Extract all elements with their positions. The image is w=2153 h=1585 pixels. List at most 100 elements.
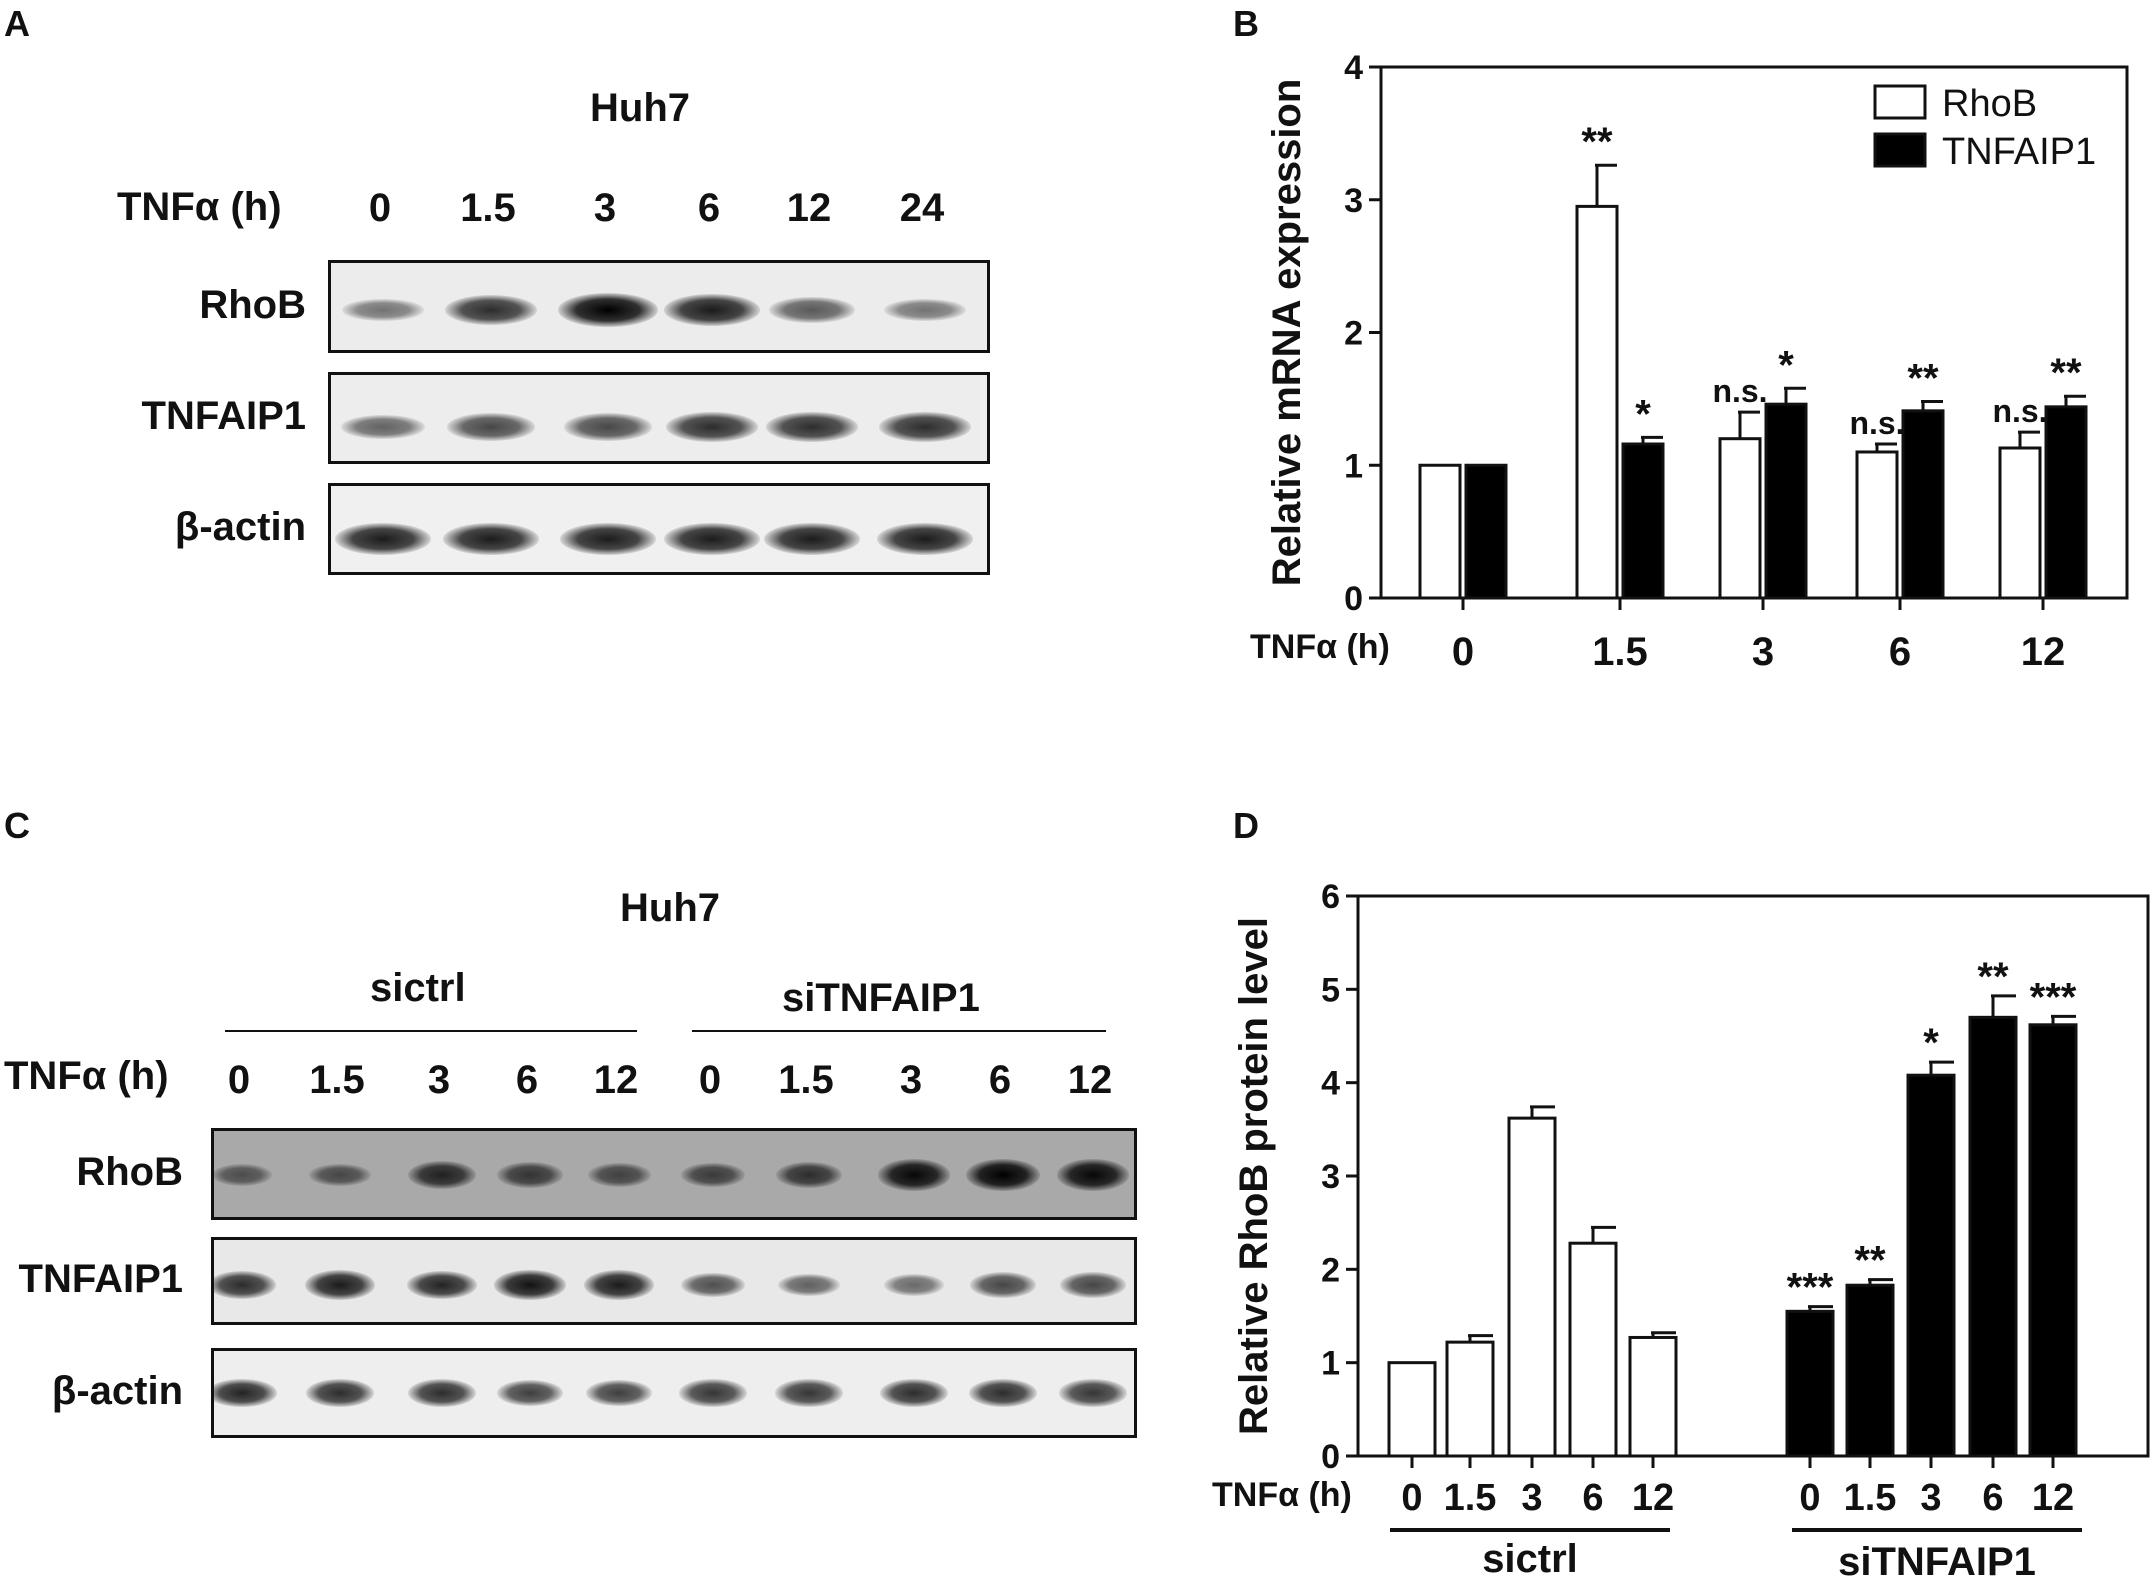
band bbox=[304, 1270, 376, 1300]
band bbox=[335, 523, 431, 555]
band bbox=[583, 1270, 655, 1300]
y-tick-label: 2 bbox=[1344, 315, 1363, 353]
timepoint-label: 6 bbox=[988, 1058, 1012, 1102]
bar-sitnfaip1 bbox=[1785, 1309, 1835, 1458]
group-label-sictrl: sictrl bbox=[1482, 1537, 1578, 1581]
band bbox=[877, 1159, 951, 1191]
bar-sitnfaip1 bbox=[1968, 1015, 2018, 1458]
panel-c-group-line-sictrl bbox=[225, 1030, 637, 1032]
band bbox=[966, 1158, 1040, 1192]
y-tick-label: 0 bbox=[1321, 1438, 1340, 1476]
panel-c-cell-line: Huh7 bbox=[620, 886, 720, 930]
y-tick-label: 5 bbox=[1321, 971, 1340, 1009]
band bbox=[585, 1379, 653, 1407]
band bbox=[1060, 1272, 1126, 1298]
band bbox=[970, 1272, 1036, 1298]
significance-label: *** bbox=[2030, 975, 2077, 1019]
panel-c-time-label: TNFα (h) bbox=[4, 1054, 169, 1098]
x-tick-label: 6 bbox=[1582, 1477, 1603, 1519]
blot-strip-actin bbox=[211, 1348, 1137, 1438]
timepoint-label: 3 bbox=[593, 186, 617, 230]
band bbox=[407, 1379, 477, 1407]
band bbox=[496, 1379, 564, 1407]
row-label-actin: β-actin bbox=[174, 505, 306, 549]
band bbox=[587, 1163, 651, 1187]
bar-sictrl bbox=[1568, 1241, 1618, 1458]
panel-c-group-line-sitnfaip1 bbox=[692, 1030, 1106, 1032]
legend-label-tnfaip1: TNFAIP1 bbox=[1942, 131, 2096, 173]
bar-sitnfaip1 bbox=[1906, 1073, 1956, 1458]
x-tick-label: 0 bbox=[1452, 630, 1474, 674]
significance-label: ** bbox=[1907, 357, 1939, 401]
band bbox=[1056, 1159, 1130, 1191]
band bbox=[446, 413, 536, 441]
timepoint-label: 1.5 bbox=[460, 186, 516, 230]
x-tick-label: 3 bbox=[1521, 1477, 1542, 1519]
band bbox=[775, 1161, 843, 1189]
bar-sitnfaip1 bbox=[2028, 1023, 2078, 1458]
x-tick-label: 1.5 bbox=[1444, 1477, 1497, 1519]
y-tick-label: 1 bbox=[1321, 1345, 1340, 1383]
timepoint-label: 1.5 bbox=[309, 1058, 365, 1102]
y-axis-label: Relative RhoB protein level bbox=[1232, 917, 1276, 1435]
y-tick-label: 1 bbox=[1344, 447, 1363, 485]
blot-strip-actin bbox=[328, 483, 990, 575]
bar-tnfaip1 bbox=[1464, 463, 1508, 600]
bar-rhob bbox=[1855, 450, 1899, 600]
row-label-rhob: RhoB bbox=[76, 1150, 183, 1194]
panel-d-letter: D bbox=[1233, 805, 1259, 846]
y-tick-label: 3 bbox=[1321, 1158, 1340, 1196]
panel-b-letter: B bbox=[1233, 3, 1259, 44]
x-tick-label: 3 bbox=[1752, 630, 1774, 674]
blot-strip-rhob bbox=[211, 1128, 1137, 1220]
timepoint-label: 6 bbox=[515, 1058, 539, 1102]
significance-label: * bbox=[1778, 343, 1794, 387]
band bbox=[878, 412, 972, 442]
band bbox=[769, 297, 855, 323]
timepoint-label: 24 bbox=[899, 186, 945, 230]
panel-a-letter: A bbox=[4, 3, 30, 44]
y-tick-label: 3 bbox=[1344, 182, 1363, 220]
band bbox=[497, 1162, 563, 1188]
timepoint-label: 3 bbox=[427, 1058, 451, 1102]
legend-swatch-tnfaip1 bbox=[1873, 132, 1927, 168]
significance-label: ** bbox=[1977, 955, 2009, 999]
band bbox=[775, 1379, 843, 1407]
band bbox=[679, 1379, 747, 1407]
blot-strip-tnfaip1 bbox=[211, 1237, 1137, 1325]
band bbox=[309, 1163, 371, 1187]
legend-swatch-rhob bbox=[1873, 84, 1927, 120]
significance-label: * bbox=[1923, 1021, 1939, 1065]
row-label-tnfaip1: TNFAIP1 bbox=[18, 1257, 183, 1301]
panel-a-cell-line: Huh7 bbox=[590, 86, 690, 130]
band bbox=[342, 298, 424, 322]
significance-label: ** bbox=[1581, 120, 1613, 164]
band bbox=[560, 523, 656, 555]
band bbox=[407, 1270, 477, 1300]
significance-label: n.s. bbox=[1992, 393, 2047, 429]
band bbox=[883, 1273, 945, 1297]
band bbox=[305, 1379, 375, 1407]
x-tick-label: 12 bbox=[2032, 1477, 2074, 1519]
band bbox=[664, 523, 760, 555]
y-tick-label: 4 bbox=[1344, 49, 1363, 87]
x-tick-label: 6 bbox=[1982, 1477, 2003, 1519]
timepoint-label: 12 bbox=[786, 186, 832, 230]
significance-label: n.s. bbox=[1712, 373, 1767, 409]
band bbox=[879, 1379, 949, 1407]
y-tick-label: 0 bbox=[1344, 580, 1363, 618]
bar-sictrl bbox=[1507, 1116, 1557, 1458]
band bbox=[443, 523, 539, 555]
band bbox=[884, 298, 966, 322]
x-tick-label: 12 bbox=[1632, 1477, 1674, 1519]
timepoint-label: 0 bbox=[698, 1058, 722, 1102]
band bbox=[1059, 1379, 1127, 1407]
timepoint-label: 0 bbox=[227, 1058, 251, 1102]
row-label-tnfaip1: TNFAIP1 bbox=[141, 394, 306, 438]
band bbox=[407, 1161, 477, 1189]
band bbox=[680, 1272, 746, 1298]
x-tick-label: 6 bbox=[1889, 630, 1911, 674]
significance-label: * bbox=[1635, 392, 1651, 436]
bar-rhob bbox=[1418, 463, 1462, 600]
